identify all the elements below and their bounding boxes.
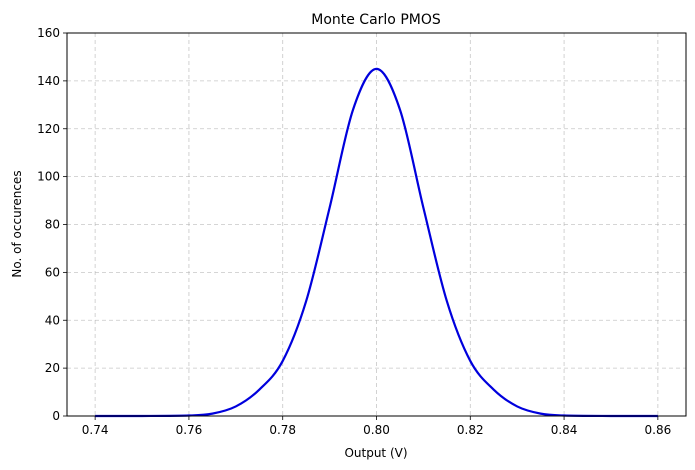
x-tick-label: 0.78 [269,423,296,437]
x-tick-label: 0.76 [176,423,203,437]
x-tick-label: 0.84 [551,423,578,437]
y-tick-label: 60 [45,265,60,279]
x-tick-label: 0.74 [82,423,109,437]
plot-frame [66,32,687,417]
y-tick-label: 100 [37,170,60,184]
y-axis-label: No. of occurences [10,170,24,277]
x-tick-label: 0.86 [645,423,672,437]
y-tick-label: 40 [45,313,60,327]
y-tick-label: 20 [45,361,60,375]
grid [67,32,686,417]
series [95,67,658,418]
x-tick-label: 0.80 [363,423,390,437]
chart-title: Monte Carlo PMOS [311,12,441,28]
y-tick-label: 120 [37,122,60,136]
y-tick-label: 0 [52,409,60,423]
x-axis-label: Output (V) [344,446,407,460]
y-tick-label: 140 [37,74,60,88]
y-tick-label: 160 [37,26,60,40]
ticks: 0.74 0.76 0.78 0.80 0.82 0.84 0.86 0 20 40 60 80 100… [37,26,671,437]
series-line-0 [95,67,658,418]
y-tick-label: 80 [45,218,60,232]
x-tick-label: 0.82 [457,423,484,437]
